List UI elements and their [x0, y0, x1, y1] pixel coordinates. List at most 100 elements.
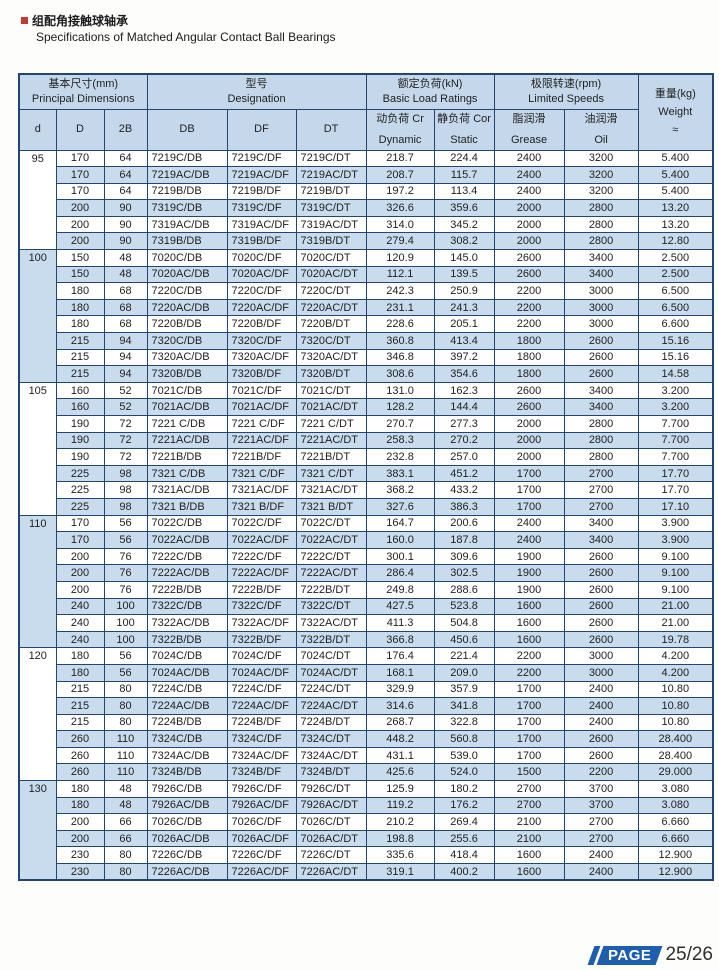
cell-static-load: 255.6	[433, 829, 495, 848]
cell-dt-designation: 7324B/DT	[295, 763, 367, 782]
cell-grease-speed: 2200	[493, 282, 565, 300]
cell-D: 225	[55, 481, 105, 499]
cell-2B: 80	[103, 680, 148, 699]
cell-dynamic-load: 314.0	[365, 215, 435, 234]
cell-static-load: 386.3	[433, 497, 495, 516]
table-row: 215 80 7224B/DB 7224B/DF 7224B/DT 268.7 322.8 1…	[19, 713, 714, 732]
cell-oil-speed: 2400	[563, 697, 639, 715]
cell-oil-speed: 2700	[563, 497, 639, 516]
cell-dynamic-load: 231.1	[365, 298, 435, 317]
cell-weight: 7.700	[637, 431, 714, 450]
cell-static-load: 187.8	[433, 531, 495, 549]
d-group-cell: 105	[18, 381, 57, 516]
cell-dt-designation: 7222C/DT	[295, 547, 367, 566]
table-row: 110 170 56 7022C/DB 7022C/DF 7022C/DT 164.7 200…	[18, 514, 714, 649]
cell-grease-speed: 2100	[493, 813, 565, 831]
cell-grease-speed: 2200	[493, 663, 565, 682]
table-row: 215 94 7320C/DB 7320C/DF 7320C/DT 360.8 413.4 1…	[19, 332, 714, 350]
cell-weight: 9.100	[637, 580, 714, 599]
cell-oil-speed: 3200	[563, 166, 639, 184]
cell-oil-speed: 3400	[563, 381, 639, 400]
cell-dynamic-load: 210.2	[365, 813, 435, 831]
table-row: 180 68 7220B/DB 7220B/DF 7220B/DT 228.6 205.1 2…	[19, 315, 714, 334]
cell-df-designation: 7221B/DF	[226, 448, 297, 466]
cell-2B: 80	[103, 846, 148, 865]
cell-D: 200	[55, 813, 105, 831]
cell-db-designation: 7219AC/DB	[146, 166, 228, 184]
cell-oil-speed: 2800	[563, 448, 639, 466]
cell-oil-speed: 2700	[563, 481, 639, 499]
cell-dt-designation: 7020AC/DT	[295, 265, 367, 284]
cell-db-designation: 7226C/DB	[146, 846, 228, 865]
cell-oil-speed: 3700	[563, 780, 639, 798]
header-col-grease: 脂润滑 Grease	[493, 108, 565, 151]
cell-dynamic-load: 198.8	[365, 829, 435, 848]
cell-static-load: 221.4	[433, 647, 495, 665]
cell-df-designation: 7322AC/DF	[226, 614, 297, 632]
d-group-cell: 100	[18, 249, 57, 383]
header-col-DT: DT	[295, 108, 367, 151]
cell-D: 260	[55, 763, 105, 782]
cell-oil-speed: 2200	[563, 763, 639, 782]
cell-static-load: 288.6	[433, 580, 495, 599]
cell-oil-speed: 2600	[563, 580, 639, 599]
cell-grease-speed: 2200	[493, 315, 565, 334]
cell-db-designation: 7926AC/DB	[146, 796, 228, 815]
cell-dt-designation: 7026AC/DT	[295, 829, 367, 848]
cell-weight: 4.200	[637, 663, 714, 682]
header-weight: 重量(kg) Weight ≈	[637, 73, 714, 151]
cell-dynamic-load: 228.6	[365, 315, 435, 334]
cell-weight: 7.700	[637, 415, 714, 433]
cell-df-designation: 7324C/DF	[226, 730, 297, 748]
cell-static-load: 413.4	[433, 332, 495, 350]
cell-static-load: 341.8	[433, 697, 495, 715]
table-row: 240 100 7322B/DB 7322B/DF 7322B/DT 366.8 450.6…	[19, 630, 714, 649]
cell-2B: 66	[103, 829, 148, 848]
header-load-zh: 额定负荷(kN)	[397, 77, 463, 90]
cell-weight: 17.10	[637, 497, 714, 516]
cell-static-load: 354.6	[433, 365, 495, 383]
cell-db-designation: 7220B/DB	[146, 315, 228, 334]
cell-dynamic-load: 176.4	[365, 647, 435, 665]
header-weight-en: Weight	[658, 106, 693, 119]
cell-db-designation: 7021C/DB	[146, 381, 228, 400]
cell-weight: 10.80	[637, 713, 714, 732]
cell-oil-speed: 2600	[563, 597, 639, 616]
header-grease-zh: 脂润滑	[512, 112, 546, 125]
cell-dynamic-load: 168.1	[365, 663, 435, 682]
cell-grease-speed: 2600	[493, 398, 565, 416]
cell-db-designation: 7324AC/DB	[146, 746, 228, 765]
cell-weight: 17.70	[637, 481, 714, 499]
cell-static-load: 115.7	[433, 166, 495, 184]
cell-dynamic-load: 268.7	[365, 713, 435, 732]
cell-dynamic-load: 279.4	[365, 232, 435, 251]
cell-oil-speed: 2800	[563, 215, 639, 234]
cell-2B: 98	[103, 497, 148, 516]
cell-db-designation: 7320AC/DB	[146, 348, 228, 367]
cell-df-designation: 7322B/DF	[226, 630, 297, 649]
table-row: 100 150 48 7020C/DB 7020C/DF 7020C/DT 120.9 145…	[18, 249, 714, 383]
header-principal-zh: 基本尺寸(mm)	[48, 77, 119, 90]
cell-df-designation: 7324B/DF	[226, 763, 297, 782]
cell-df-designation: 7224AC/DF	[226, 697, 297, 715]
table-row: 105 160 52 7021C/DB 7021C/DF 7021C/DT 131.0 162…	[18, 381, 714, 516]
cell-oil-speed: 2700	[563, 813, 639, 831]
cell-2B: 68	[103, 282, 148, 300]
cell-dt-designation: 7219B/DT	[295, 182, 367, 201]
page-title-zh: 组配角接触球轴承	[21, 12, 128, 29]
cell-grease-speed: 1700	[493, 481, 565, 499]
cell-static-load: 450.6	[433, 630, 495, 649]
cell-db-designation: 7026AC/DB	[146, 829, 228, 848]
d-group-cell: 95	[18, 149, 57, 251]
cell-oil-speed: 2400	[563, 713, 639, 732]
table-row: 150 48 7020AC/DB 7020AC/DF 7020AC/DT 112.1 139…	[19, 265, 714, 284]
cell-oil-speed: 2400	[563, 680, 639, 699]
cell-oil-speed: 3400	[563, 514, 639, 533]
cell-db-designation: 7321AC/DB	[146, 481, 228, 499]
table-body: 95 170 64 7219C/DB 7219C/DF 7219C/DT 218.7 224.…	[18, 149, 714, 881]
cell-db-designation: 7322C/DB	[146, 597, 228, 616]
table-row: 200 90 7319AC/DB 7319AC/DF 7319AC/DT 314.0 345…	[19, 215, 714, 234]
cell-oil-speed: 3000	[563, 315, 639, 334]
cell-dt-designation: 7324AC/DT	[295, 746, 367, 765]
cell-static-load: 345.2	[433, 215, 495, 234]
